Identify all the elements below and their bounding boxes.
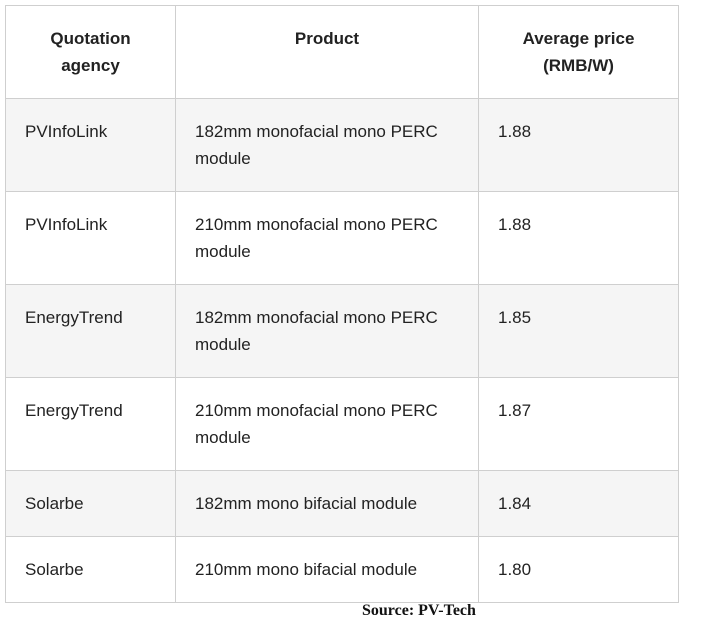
table-row: PVInfoLink 182mm monofacial mono PERC mo… <box>5 98 679 192</box>
cell-agency: PVInfoLink <box>5 98 176 192</box>
source-caption: Source: PV-Tech <box>362 602 476 619</box>
cell-agency: Solarbe <box>5 470 176 537</box>
cell-product: 210mm monofacial mono PERC module <box>175 377 479 471</box>
cell-agency: PVInfoLink <box>5 191 176 285</box>
table-row: Solarbe 182mm mono bifacial module 1.84 <box>5 470 679 537</box>
table-row: EnergyTrend 210mm monofacial mono PERC m… <box>5 377 679 471</box>
cell-product: 182mm mono bifacial module <box>175 470 479 537</box>
cell-agency: EnergyTrend <box>5 377 176 471</box>
table-row: Solarbe 210mm mono bifacial module 1.80 <box>5 536 679 603</box>
cell-product: 210mm monofacial mono PERC module <box>175 191 479 285</box>
cell-product: 210mm mono bifacial module <box>175 536 479 603</box>
cell-product: 182mm monofacial mono PERC module <box>175 98 479 192</box>
header-quotation-agency: Quotation agency <box>5 5 176 99</box>
cell-agency: EnergyTrend <box>5 284 176 378</box>
table-row: EnergyTrend 182mm monofacial mono PERC m… <box>5 284 679 378</box>
cell-agency: Solarbe <box>5 536 176 603</box>
table-header-row: Quotation agency Product Average price (… <box>5 5 679 99</box>
cell-price: 1.88 <box>478 98 679 192</box>
cell-price: 1.87 <box>478 377 679 471</box>
price-quotation-table: Quotation agency Product Average price (… <box>5 5 679 603</box>
header-product: Product <box>175 5 479 99</box>
cell-price: 1.84 <box>478 470 679 537</box>
table-row: PVInfoLink 210mm monofacial mono PERC mo… <box>5 191 679 285</box>
header-average-price: Average price (RMB/W) <box>478 5 679 99</box>
cell-price: 1.85 <box>478 284 679 378</box>
cell-product: 182mm monofacial mono PERC module <box>175 284 479 378</box>
cell-price: 1.80 <box>478 536 679 603</box>
cell-price: 1.88 <box>478 191 679 285</box>
